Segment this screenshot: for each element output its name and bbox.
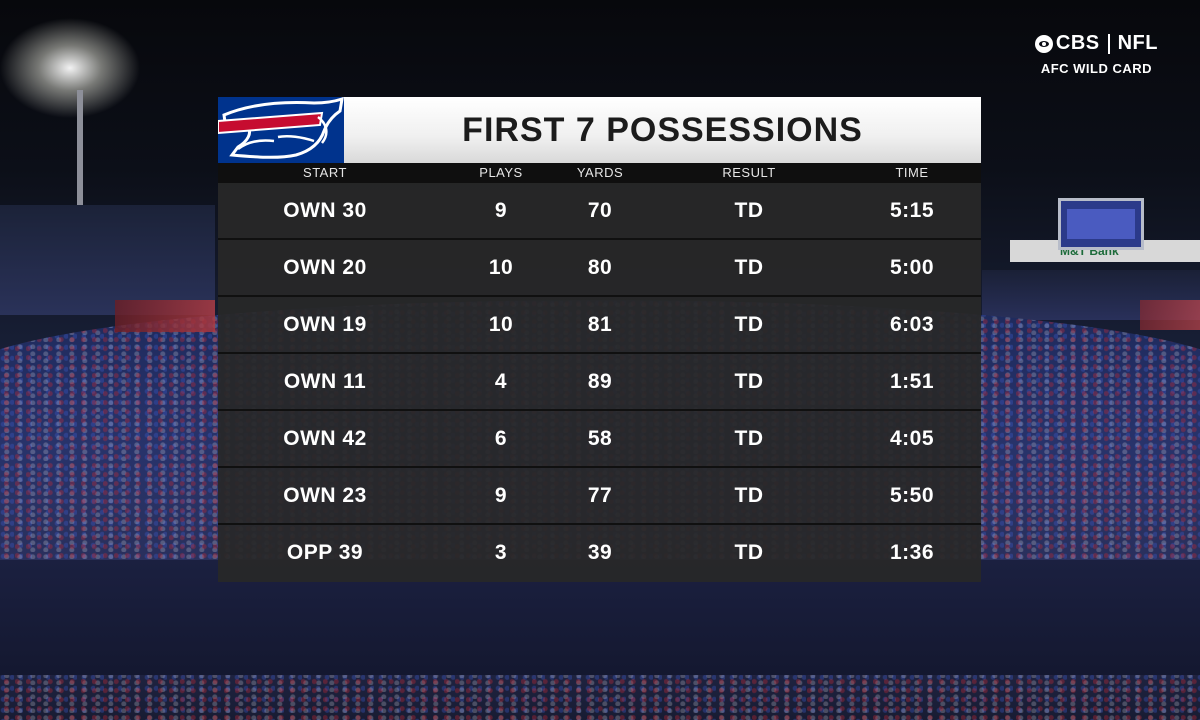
network-bug: CBS NFL AFC WILD CARD [1034, 32, 1158, 76]
cell-result: TD [734, 370, 764, 393]
possessions-graphic: FIRST 7 POSSESSIONS START PLAYS YARDS RE… [218, 97, 981, 585]
cell-time: 1:36 [889, 541, 935, 564]
game-label: AFC WILD CARD [1040, 61, 1153, 76]
cell-yards: 70 [587, 199, 613, 222]
cell-yards: 58 [587, 427, 613, 450]
table-row: OWN 19 10 81 TD 6:03 [218, 297, 981, 354]
cell-plays: 6 [494, 427, 508, 450]
cell-plays: 9 [494, 199, 508, 222]
cell-yards: 89 [587, 370, 613, 393]
cell-result: TD [734, 541, 764, 564]
cell-result: TD [734, 199, 764, 222]
cell-plays: 10 [488, 256, 514, 279]
cell-time: 5:15 [889, 199, 935, 222]
cell-plays: 9 [494, 484, 508, 507]
cell-time: 1:51 [889, 370, 935, 393]
col-yards: YARDS [576, 165, 624, 180]
bills-logo-icon [218, 97, 344, 163]
jumbotron [1058, 198, 1144, 250]
red-section-right [1140, 300, 1200, 330]
cell-plays: 3 [494, 541, 508, 564]
cell-start: OWN 42 [283, 427, 367, 450]
cbs-eye-icon [1034, 34, 1053, 53]
cell-yards: 39 [587, 541, 613, 564]
table-row: OWN 20 10 80 TD 5:00 [218, 240, 981, 297]
cell-result: TD [734, 427, 764, 450]
table-row: OWN 23 9 77 TD 5:50 [218, 468, 981, 525]
red-section-left [115, 300, 215, 332]
cell-time: 5:00 [889, 256, 935, 279]
table-row: OWN 42 6 58 TD 4:05 [218, 411, 981, 468]
graphic-header: FIRST 7 POSSESSIONS [218, 97, 981, 163]
cell-plays: 4 [494, 370, 508, 393]
cell-start: OPP 39 [286, 541, 364, 564]
cell-result: TD [734, 313, 764, 336]
cell-start: OWN 30 [283, 199, 367, 222]
league-name: NFL [1117, 32, 1158, 54]
cell-yards: 77 [587, 484, 613, 507]
cell-result: TD [734, 256, 764, 279]
graphic-title: FIRST 7 POSSESSIONS [462, 111, 863, 149]
col-time: TIME [895, 165, 929, 180]
cell-start: OWN 20 [283, 256, 367, 279]
cell-yards: 81 [587, 313, 613, 336]
network-name: CBS [1055, 32, 1100, 54]
col-start: START [303, 165, 347, 180]
table-row: OWN 11 4 89 TD 1:51 [218, 354, 981, 411]
cell-plays: 10 [488, 313, 514, 336]
table-row: OPP 39 3 39 TD 1:36 [218, 525, 981, 582]
col-plays: PLAYS [479, 165, 523, 180]
possessions-table: OWN 30 9 70 TD 5:15 OWN 20 10 80 TD 5:00… [218, 183, 981, 582]
cell-start: OWN 11 [283, 370, 367, 393]
bug-divider [1107, 33, 1110, 54]
cell-start: OWN 19 [283, 313, 367, 336]
cell-start: OWN 23 [283, 484, 367, 507]
stadium-banner [1010, 240, 1200, 262]
table-row: OWN 30 9 70 TD 5:15 [218, 183, 981, 240]
stadium-light-pole [77, 90, 83, 210]
col-result: RESULT [722, 165, 776, 180]
cell-result: TD [734, 484, 764, 507]
upper-stands-left [0, 205, 215, 315]
cell-time: 6:03 [889, 313, 935, 336]
column-headers: START PLAYS YARDS RESULT TIME [218, 163, 981, 183]
cell-time: 5:50 [889, 484, 935, 507]
cell-time: 4:05 [889, 427, 935, 450]
cell-yards: 80 [587, 256, 613, 279]
